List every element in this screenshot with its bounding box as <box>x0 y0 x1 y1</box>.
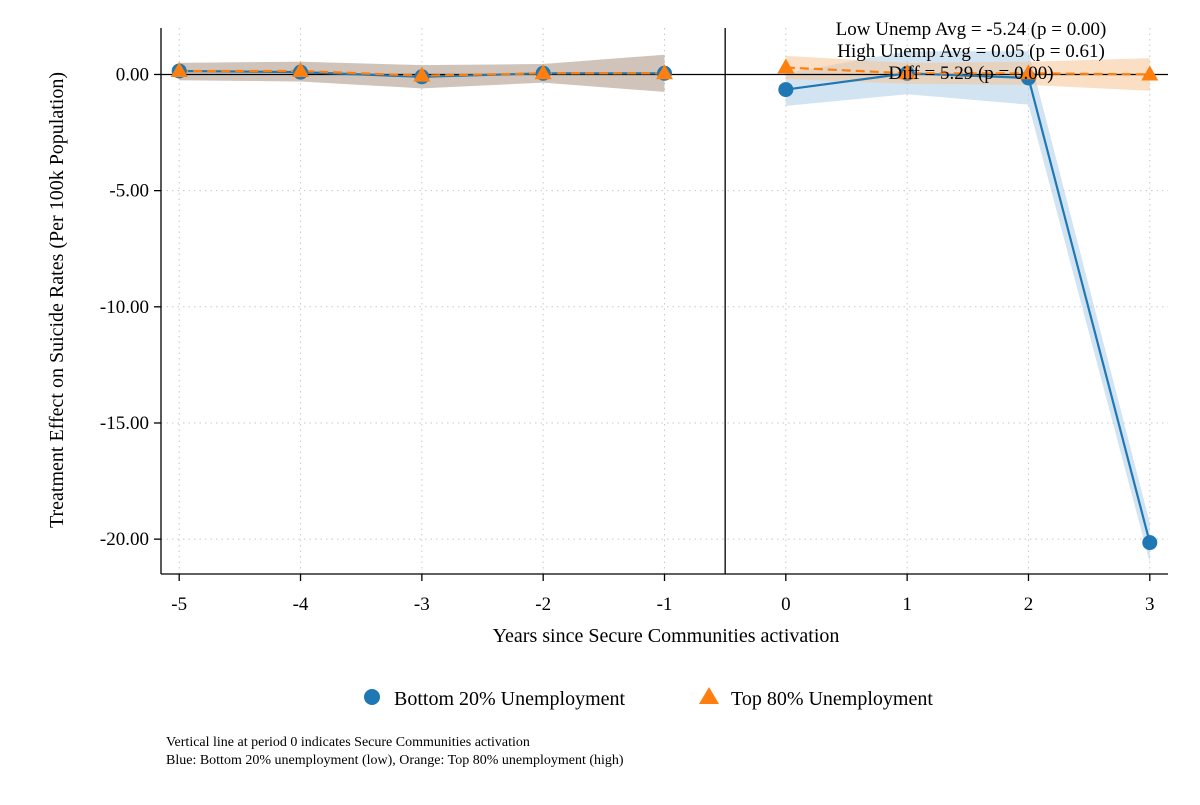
x-tick-label: -5 <box>171 594 187 615</box>
legend-marker-bottom20 <box>364 689 380 705</box>
legend-label-top80: Top 80% Unemployment <box>731 688 933 710</box>
x-tick-label: -3 <box>414 594 430 615</box>
data-point-top80 <box>1141 65 1159 81</box>
x-tick-label: 1 <box>902 594 912 615</box>
x-tick-label: -4 <box>293 594 309 615</box>
data-point-top80 <box>1019 64 1037 80</box>
x-tick-label: 2 <box>1024 594 1034 615</box>
series-line-top80 <box>785 66 1150 76</box>
x-axis-title: Years since Secure Communities activatio… <box>493 625 840 647</box>
data-point-top80 <box>777 58 795 74</box>
y-tick-label: -20.00 <box>100 529 149 550</box>
data-point-bottom20 <box>778 82 794 98</box>
data-point-top80 <box>534 64 552 80</box>
data-point-top80 <box>292 61 310 77</box>
series-layer <box>170 58 1159 551</box>
annotation-low-unemp-avg: Low Unemp Avg = -5.24 (p = 0.00) <box>836 19 1107 40</box>
chart-note-1: Vertical line at period 0 indicates Secu… <box>166 735 530 750</box>
x-tick-label: 0 <box>781 594 791 615</box>
grid-layer <box>161 28 1168 574</box>
annotation-diff: Diff = 5.29 (p = 0.00) <box>888 63 1053 84</box>
x-tick-label: -1 <box>657 594 673 615</box>
legend-label-bottom20: Bottom 20% Unemployment <box>394 688 626 710</box>
series-line-bottom20 <box>785 72 1151 543</box>
x-tick-label: 3 <box>1145 594 1155 615</box>
x-tick-label: -2 <box>535 594 551 615</box>
data-point-top80 <box>898 64 916 80</box>
y-tick-label: -5.00 <box>109 181 149 202</box>
legend-marker-top80 <box>699 687 719 704</box>
y-tick-label: -15.00 <box>100 413 149 434</box>
data-point-top80 <box>170 61 188 77</box>
axes: 0.00 -5.00 -10.00 -15.00 -20.00 -5 -4 -3 -2 -1 0 1 2… <box>100 28 1168 615</box>
y-tick-label: -10.00 <box>100 297 149 318</box>
annotations: Low Unemp Avg = -5.24 (p = 0.00)High Une… <box>836 19 1107 84</box>
chart-note-2: Blue: Bottom 20% unemployment (low), Ora… <box>166 753 624 768</box>
ci-band-bottom20 <box>785 51 1150 563</box>
annotation-high-unemp-avg: High Unemp Avg = 0.05 (p = 0.61) <box>837 41 1105 62</box>
reference-lines <box>161 28 1168 574</box>
y-axis-title: Treatment Effect on Suicide Rates (Per 1… <box>46 72 68 528</box>
data-point-top80 <box>656 64 673 80</box>
data-point-bottom20 <box>1142 535 1158 551</box>
legend: Bottom 20% Unemployment Top 80% Unemploy… <box>364 687 933 710</box>
data-point-top80 <box>413 66 431 82</box>
y-tick-label: 0.00 <box>116 64 149 85</box>
